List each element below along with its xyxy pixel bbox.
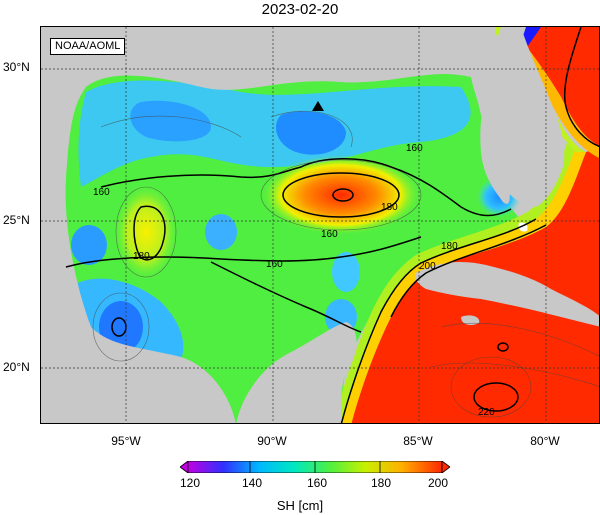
lat-label-20n: 20°N [3,360,30,374]
contour-label: 160 [321,229,338,240]
contour-label: 180 [441,241,458,252]
warm-eddy [261,155,421,235]
colorbar-tick: 200 [427,476,449,490]
contour-label: 180 [381,202,398,213]
buoy-marker-icon [312,101,324,111]
gulf-water [65,73,541,423]
contour-label: 180 [133,251,150,262]
colorbar-tick: 120 [179,476,201,490]
lat-label-25n: 25°N [3,213,30,227]
colorbar-tick: 160 [306,476,328,490]
cuba-land [415,261,599,327]
lon-label-90w: 90°W [257,434,287,448]
us-coast-land [41,27,526,204]
lon-label-95w: 95°W [111,434,141,448]
contour-label: 160 [93,187,110,198]
colorbar-tick: 140 [241,476,263,490]
colorbar [180,461,450,473]
contour-label: 200 [419,261,436,272]
florida-land [471,27,565,207]
map-svg: 160 160 180 180 160 160 180 200 220 [41,27,599,423]
lon-label-80w: 80°W [530,434,560,448]
mexico-land [41,81,236,423]
contour-label: 160 [406,143,423,154]
yucatan-land [236,322,357,423]
lat-label-30n: 30°N [3,60,30,74]
sea-height-map: 160 160 180 180 160 160 180 200 220 [40,26,600,424]
map-title: 2023-02-20 [261,1,339,18]
colorbar-tick: 180 [370,476,392,490]
colorbar-units: SH [cm] [276,498,324,513]
yellow-eddy [114,184,178,280]
graticule [41,27,599,423]
credit-label: NOAA/AOML [50,38,126,55]
lon-label-85w: 85°W [403,434,433,448]
contour-label: 220 [478,407,495,418]
contour-label: 160 [266,259,283,270]
contour-label-group: 160 160 180 180 160 160 180 200 220 [93,143,495,418]
contour-lines [65,27,599,423]
